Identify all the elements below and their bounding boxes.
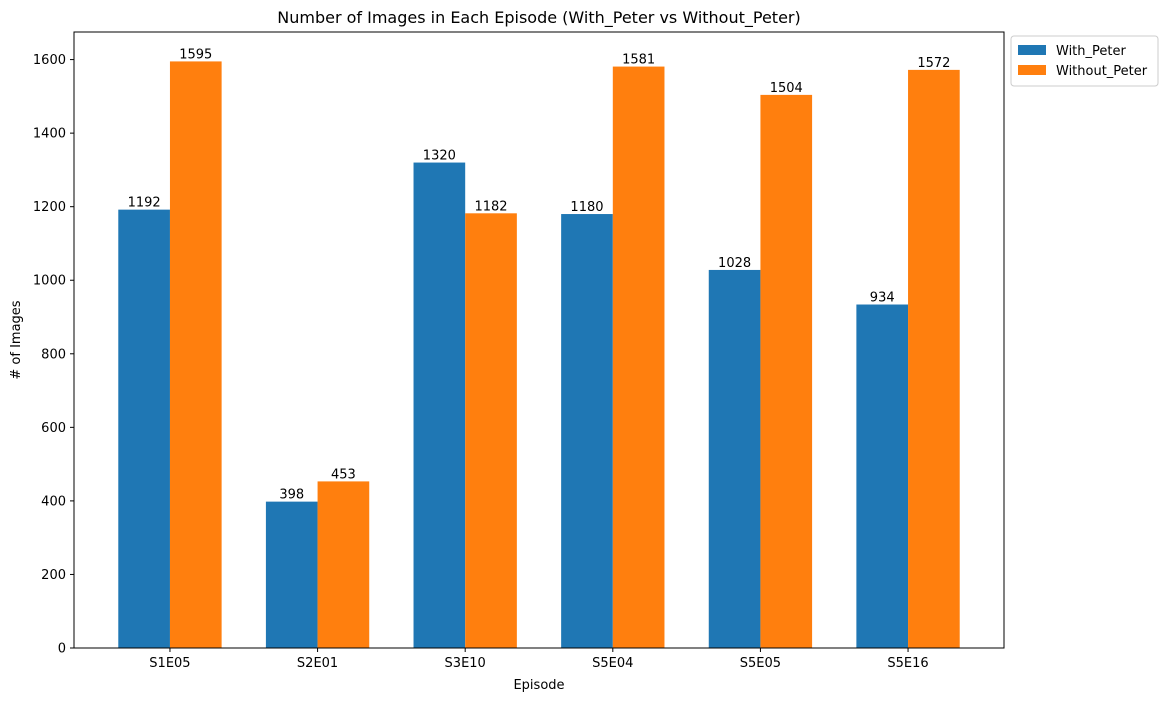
bar-with-peter-s2e01 — [265, 501, 318, 648]
bar-with-peter-s1e05 — [118, 209, 170, 648]
data-label-without-peter-s3e10: 1182 — [474, 199, 507, 214]
x-tick-label-s1e05: S1E05 — [149, 656, 190, 671]
y-tick-label: 400 — [41, 494, 66, 509]
y-tick-label: 600 — [41, 421, 66, 436]
x-axis-title: Episode — [513, 678, 564, 693]
data-label-with-peter-s5e04: 1180 — [570, 200, 603, 215]
y-tick-label: 800 — [41, 347, 66, 362]
bar-without-peter-s2e01 — [317, 481, 370, 648]
data-label-with-peter-s1e05: 1192 — [128, 196, 161, 211]
data-label-with-peter-s2e01: 398 — [279, 488, 304, 503]
bars-layer — [118, 61, 960, 649]
y-tick-label: 1200 — [33, 200, 66, 215]
data-label-without-peter-s5e16: 1572 — [917, 56, 950, 71]
data-label-with-peter-s3e10: 1320 — [423, 149, 456, 164]
x-tick-label-s3e10: S3E10 — [445, 656, 486, 671]
y-tick-label: 1000 — [33, 274, 66, 289]
data-labels-layer: 1192 1595 398 453 1320 1182 1180 1581 1028 1504 93… — [128, 47, 951, 502]
x-tick-label-s5e05: S5E05 — [740, 656, 781, 671]
y-tick-label: 1400 — [33, 127, 66, 142]
x-tick-label-s5e04: S5E04 — [592, 656, 633, 671]
bar-with-peter-s5e04 — [561, 214, 613, 648]
y-tick-label: 0 — [58, 642, 66, 657]
y-axis: 0 200 400 600 800 1000 1200 1400 1600 — [33, 53, 74, 657]
chart-title: Number of Images in Each Episode (With_P… — [277, 8, 800, 28]
bar-without-peter-s5e04 — [612, 66, 665, 648]
x-axis: S1E05 S2E01 S3E10 S5E04 S5E05 S5E16 — [149, 648, 929, 671]
legend-label-with-peter: With_Peter — [1056, 44, 1126, 59]
y-tick-label: 200 — [41, 568, 66, 583]
bar-without-peter-s5e05 — [760, 94, 813, 649]
data-label-without-peter-s1e05: 1595 — [179, 47, 212, 62]
bar-with-peter-s5e16 — [856, 304, 909, 648]
data-label-without-peter-s2e01: 453 — [331, 467, 356, 482]
legend-label-without-peter: Without_Peter — [1056, 64, 1148, 79]
y-axis-title: # of Images — [9, 300, 24, 379]
legend-box — [1010, 35, 1159, 87]
bar-with-peter-s5e05 — [708, 269, 761, 648]
bar-with-peter-s3e10 — [413, 162, 466, 648]
legend: With_Peter Without_Peter — [1010, 35, 1159, 87]
bar-without-peter-s5e16 — [908, 69, 960, 649]
x-tick-label-s5e16: S5E16 — [887, 656, 928, 671]
data-label-without-peter-s5e05: 1504 — [770, 81, 803, 96]
legend-swatch-with-peter — [1018, 45, 1046, 55]
y-tick-label: 1600 — [33, 53, 66, 68]
data-label-without-peter-s5e04: 1581 — [622, 53, 655, 68]
legend-swatch-without-peter — [1018, 65, 1046, 75]
plot-frame — [73, 31, 1005, 649]
x-tick-label-s2e01: S2E01 — [297, 656, 338, 671]
bar-without-peter-s3e10 — [465, 213, 517, 648]
data-label-with-peter-s5e05: 1028 — [718, 256, 751, 271]
data-label-with-peter-s5e16: 934 — [870, 291, 895, 306]
bar-without-peter-s1e05 — [169, 61, 222, 648]
